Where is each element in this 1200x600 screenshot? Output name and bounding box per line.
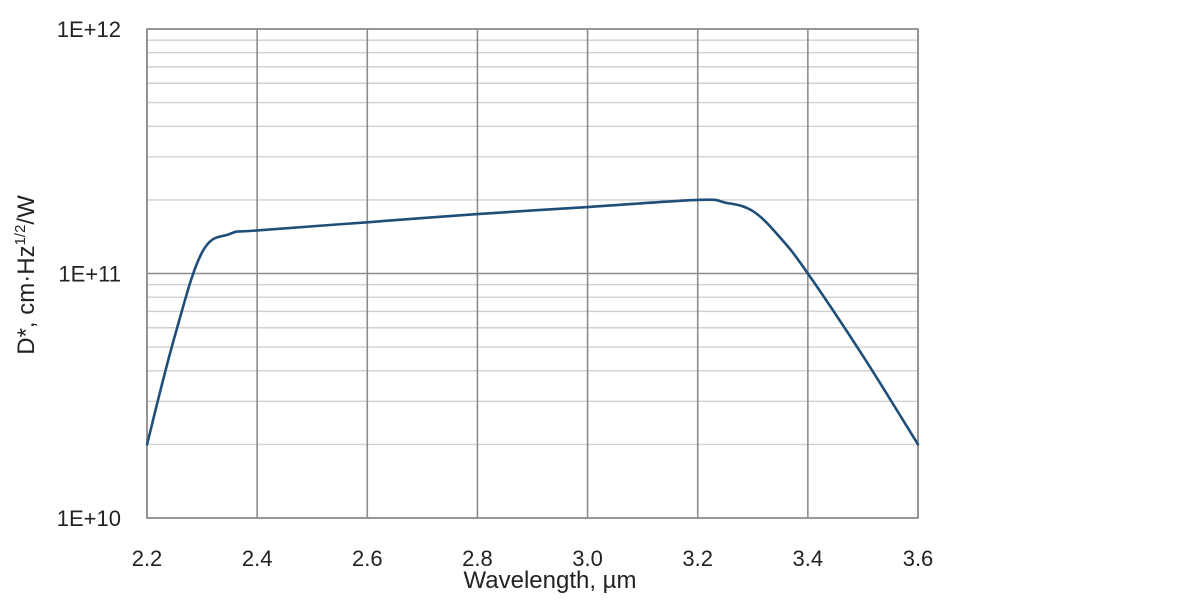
x-tick-label: 3.2 (682, 546, 713, 571)
y-tick-label: 1E+12 (57, 17, 121, 42)
x-tick-label: 2.8 (462, 546, 493, 571)
minor-grid (147, 39, 918, 446)
series-line-0 (145, 198, 920, 446)
x-tick-label: 2.6 (352, 546, 383, 571)
x-tick-label: 2.4 (242, 546, 273, 571)
x-tick-labels: 2.2 2.4 2.6 2.8 3.0 3.2 3.4 3.6 (132, 546, 934, 571)
y-axis-label-superscript: 1/2 (12, 225, 29, 246)
y-axis-label-tail: /W (13, 195, 40, 225)
x-tick-label: 2.2 (132, 546, 163, 571)
x-axis-label: Wavelength, µm (463, 567, 636, 594)
y-tick-label: 1E+11 (58, 262, 121, 287)
y-tick-labels: 1E+10 1E+11 1E+12 (57, 17, 121, 531)
series-layer (145, 198, 920, 446)
y-axis-label: D*, cm·Hz1/2/W (12, 195, 40, 355)
x-tick-label: 3.0 (572, 546, 603, 571)
plot-frame (146, 28, 919, 519)
x-tick-label: 3.4 (793, 546, 824, 571)
x-tick-label: 3.6 (903, 546, 934, 571)
y-tick-label: 1E+10 (57, 506, 121, 531)
y-axis-label-base: D*, cm·Hz (13, 245, 40, 354)
